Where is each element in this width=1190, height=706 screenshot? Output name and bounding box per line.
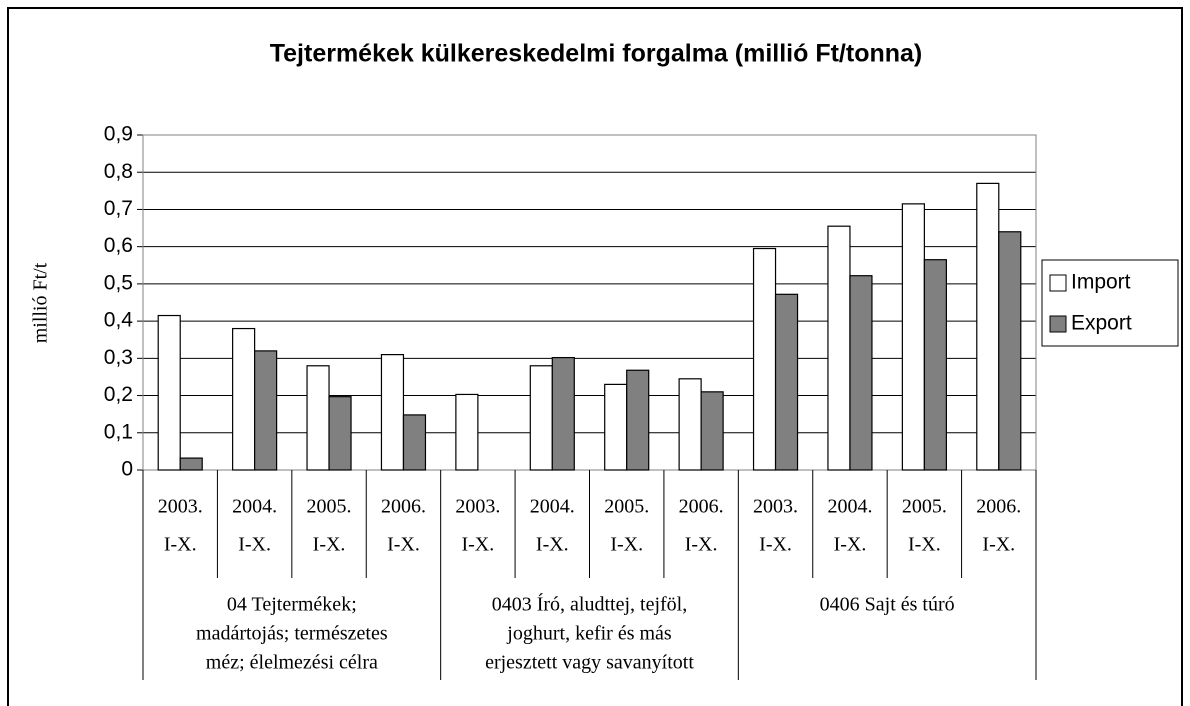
x-tick-label: 2004. <box>827 496 872 518</box>
bar <box>923 259 947 471</box>
bar <box>752 247 777 471</box>
legend-label: Export <box>1071 312 1132 335</box>
legend-swatch <box>1049 274 1067 292</box>
group-label: madártojás; természetes <box>196 623 388 645</box>
x-tick-label: 2003. <box>753 496 798 518</box>
y-tick-label: 0 <box>121 458 133 481</box>
group-label: joghurt, kefir és más <box>506 623 672 645</box>
bar <box>551 356 575 471</box>
bar <box>976 182 1000 471</box>
y-tick-label: 0,6 <box>104 234 133 257</box>
group-label: 0403 Író, aludttej, tejföl, <box>492 593 688 616</box>
bar <box>157 314 181 471</box>
x-tick-label: 2004. <box>530 496 575 518</box>
x-tick-label: 2006. <box>381 496 426 518</box>
x-tick-label: 2005. <box>604 496 649 518</box>
x-tick-label: I-X. <box>313 534 346 556</box>
y-tick-label: 0,4 <box>104 309 134 332</box>
x-tick-label: 2005. <box>902 496 947 518</box>
y-tick-label: 0,1 <box>104 420 133 443</box>
x-tick-label: 2003. <box>455 496 500 518</box>
bar <box>306 365 330 471</box>
bar <box>626 369 650 471</box>
legend-swatch <box>1049 315 1067 333</box>
bar <box>455 393 479 471</box>
bar <box>700 391 724 471</box>
x-tick-label: I-X. <box>685 534 718 556</box>
bar <box>179 457 203 471</box>
x-tick-label: 2006. <box>679 496 724 518</box>
y-axis-label: millió Ft/t <box>30 262 52 343</box>
bar <box>849 275 873 471</box>
bar <box>328 396 352 471</box>
bar <box>827 225 851 471</box>
x-tick-label: I-X. <box>238 534 271 556</box>
x-tick-label: I-X. <box>908 534 941 556</box>
x-tick-label: 2006. <box>976 496 1021 518</box>
chart-frame <box>7 7 1183 706</box>
x-tick-label: I-X. <box>164 534 197 556</box>
x-tick-label: I-X. <box>536 534 569 556</box>
y-tick-label: 0,5 <box>104 271 133 294</box>
x-tick-label: 2004. <box>232 496 277 518</box>
x-tick-label: I-X. <box>759 534 792 556</box>
y-tick-label: 0,9 <box>104 123 133 146</box>
chart-title: Tejtermékek külkereskedelmi forgalma (mi… <box>270 40 923 68</box>
y-tick-label: 0,7 <box>104 197 133 220</box>
bar <box>380 354 405 471</box>
group-label: 0406 Sajt és túró <box>820 594 955 616</box>
bar <box>529 365 553 471</box>
group-label: méz; élelmezési célra <box>206 652 378 674</box>
x-tick-label: I-X. <box>461 534 494 556</box>
bar <box>998 231 1022 471</box>
x-tick-label: I-X. <box>387 534 420 556</box>
y-tick-label: 0,3 <box>104 346 133 369</box>
x-tick-label: 2005. <box>307 496 352 518</box>
bar <box>254 350 278 471</box>
bar <box>774 293 799 471</box>
group-label: erjesztett vagy savanyított <box>485 652 694 674</box>
x-tick-label: I-X. <box>610 534 643 556</box>
group-label: 04 Tejtermékek; <box>227 594 357 616</box>
bar <box>402 414 427 471</box>
x-tick-label: 2003. <box>158 496 203 518</box>
bar <box>604 383 628 471</box>
x-tick-label: I-X. <box>982 534 1015 556</box>
bar <box>678 378 702 471</box>
bar <box>232 327 256 471</box>
y-tick-label: 0,2 <box>104 383 133 406</box>
legend-label: Import <box>1071 271 1131 294</box>
x-tick-label: I-X. <box>834 534 867 556</box>
bar <box>901 203 925 471</box>
y-tick-label: 0,8 <box>104 160 133 183</box>
